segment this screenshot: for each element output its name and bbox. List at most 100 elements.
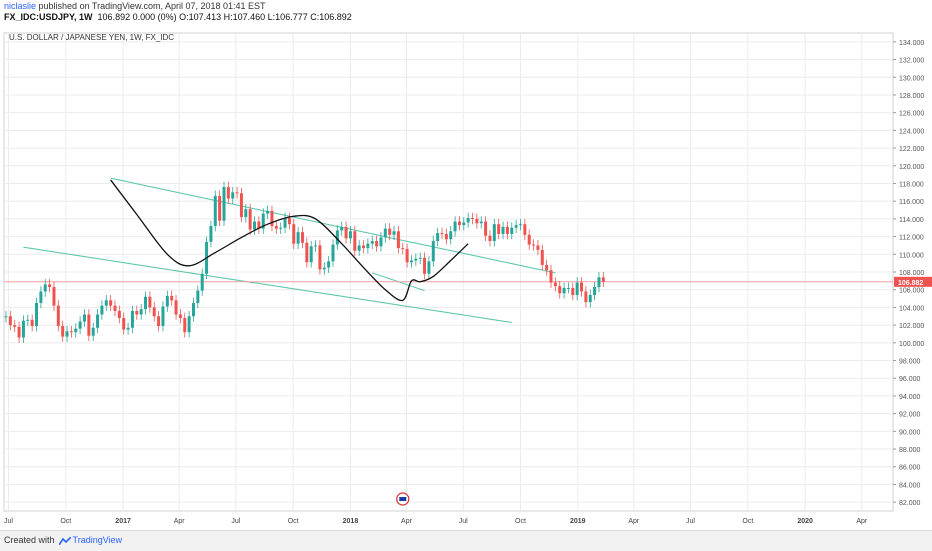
candle-body xyxy=(523,224,527,235)
candle-body xyxy=(423,257,427,274)
candle-body xyxy=(174,300,178,315)
y-tick-label: 124.000 xyxy=(899,128,924,135)
chart-title: U.S. DOLLAR / JAPANESE YEN, 1W, FX_IDC xyxy=(9,33,175,42)
y-tick-label: 92.000 xyxy=(899,412,921,419)
y-tick-label: 126.000 xyxy=(899,111,924,118)
candle-body xyxy=(322,267,326,270)
candle-body xyxy=(510,227,514,234)
candle-body xyxy=(161,306,165,326)
price-chart[interactable]: 82.000 84.000 86.000 88.000 90.000 92.000 94.0… xyxy=(0,27,932,529)
x-tick-label: Apr xyxy=(856,518,868,525)
y-tick-label: 98.000 xyxy=(899,359,921,366)
candle-body xyxy=(409,260,413,263)
candle-body xyxy=(532,244,536,246)
candle-body xyxy=(505,226,509,234)
candle-body xyxy=(292,224,296,244)
candle-body xyxy=(431,241,435,262)
candle-body xyxy=(17,326,21,338)
y-tick-label: 116.000 xyxy=(899,199,924,206)
candle-body xyxy=(362,245,366,249)
candle-body xyxy=(100,305,104,315)
chart-area[interactable]: 82.000 84.000 86.000 88.000 90.000 92.000 94.0… xyxy=(0,27,932,529)
candle-body xyxy=(379,237,383,247)
candle-body xyxy=(466,218,470,223)
candle-body xyxy=(178,314,182,319)
x-tick-label: 2017 xyxy=(115,518,131,525)
candle-body xyxy=(344,226,348,239)
price-badge xyxy=(894,276,932,287)
candle-body xyxy=(56,305,60,326)
candle-body xyxy=(366,243,370,249)
x-tick-label: Apr xyxy=(401,518,413,525)
candle-body xyxy=(536,245,540,250)
candle-body xyxy=(584,291,588,303)
channel-lower-line xyxy=(23,246,512,323)
candle-body xyxy=(144,296,148,310)
tradingview-logo-icon xyxy=(58,536,71,545)
candle-body xyxy=(30,319,34,326)
candle-body xyxy=(65,331,69,337)
candle-body xyxy=(427,261,431,274)
y-tick-label: 118.000 xyxy=(899,181,924,188)
candle-body xyxy=(69,331,73,333)
candle-body xyxy=(492,224,496,242)
candle-body xyxy=(449,231,453,240)
y-tick-label: 114.000 xyxy=(899,217,924,224)
candle-body xyxy=(497,224,501,234)
candle-body xyxy=(488,235,492,242)
candle-body xyxy=(43,284,47,292)
candle-body xyxy=(392,231,396,235)
candle-body xyxy=(139,309,143,315)
candle-body xyxy=(152,307,156,317)
candle-body xyxy=(453,221,457,232)
price-badge-label: 106.882 xyxy=(898,280,923,287)
candle-body xyxy=(270,210,274,226)
quote-values: 106.892 0.000 (0%) O:107.413 H:107.460 L… xyxy=(97,12,352,22)
y-tick-label: 94.000 xyxy=(899,394,921,401)
candle-body xyxy=(61,325,65,337)
y-tick-label: 128.000 xyxy=(899,93,924,100)
candle-body xyxy=(457,221,461,226)
x-tick-label: 2018 xyxy=(343,518,359,525)
candle-body xyxy=(261,213,265,229)
candle-body xyxy=(296,232,300,244)
candle-body xyxy=(314,245,318,247)
candle-body xyxy=(479,221,483,224)
candle-body xyxy=(375,241,379,247)
candle-body xyxy=(91,327,95,336)
candle-body xyxy=(130,310,134,328)
candle-body xyxy=(157,316,161,326)
x-tick-label: Oct xyxy=(742,518,753,525)
candle-body xyxy=(545,264,549,271)
candle-body xyxy=(244,209,248,218)
candle-body xyxy=(13,325,17,327)
channel-upper-line xyxy=(110,177,556,274)
candle-body xyxy=(213,195,217,226)
tradingview-link[interactable]: TradingView xyxy=(72,535,123,545)
candle-body xyxy=(196,290,200,303)
candle-body xyxy=(279,227,283,229)
candle-body xyxy=(484,221,488,236)
candle-body xyxy=(440,233,444,235)
candle-body xyxy=(388,228,392,235)
candle-body xyxy=(436,233,440,242)
y-tick-label: 130.000 xyxy=(899,75,924,82)
candle-body xyxy=(257,221,261,229)
candle-body xyxy=(235,192,239,194)
candle-body xyxy=(122,318,126,330)
published-text: published on TradingView.com, April 07, … xyxy=(38,1,266,11)
candle-body xyxy=(48,284,52,288)
y-tick-label: 120.000 xyxy=(899,164,924,171)
y-tick-label: 110.000 xyxy=(899,252,924,259)
x-tick-label: Apr xyxy=(628,518,640,525)
candle-body xyxy=(109,300,113,306)
candle-body xyxy=(187,316,191,333)
publish-info: niclaslie published on TradingView.com, … xyxy=(4,1,266,11)
candle-body xyxy=(305,242,309,263)
publisher-link[interactable]: niclaslie xyxy=(4,1,37,11)
candle-body xyxy=(401,248,405,250)
x-tick-label: 2019 xyxy=(570,518,586,525)
candle-body xyxy=(165,295,169,307)
x-tick-label: Jul xyxy=(686,518,695,525)
y-tick-label: 108.000 xyxy=(899,270,924,277)
